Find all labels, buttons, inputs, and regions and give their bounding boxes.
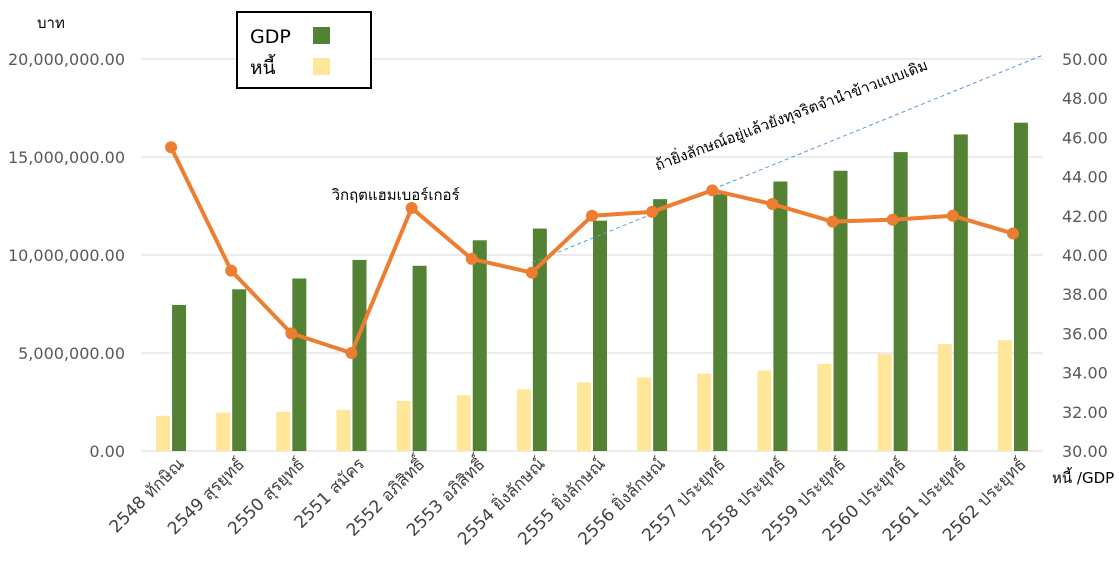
bar-gdp bbox=[412, 265, 427, 451]
bar-debt bbox=[396, 401, 411, 451]
bar-debt bbox=[456, 395, 471, 451]
right-tick-label: 50.00 bbox=[1062, 50, 1108, 69]
right-tick-label: 30.00 bbox=[1062, 442, 1108, 461]
ratio-point bbox=[886, 213, 899, 226]
gridlines bbox=[141, 58, 1043, 452]
ratio-point bbox=[946, 209, 959, 222]
right-tick-label: 38.00 bbox=[1062, 285, 1108, 304]
legend: GDP หนี้ bbox=[236, 11, 372, 89]
bar-gdp bbox=[593, 220, 607, 451]
legend-swatch-gdp bbox=[313, 27, 330, 44]
ratio-point bbox=[285, 327, 298, 340]
left-axis-ticks: 0.00 5,000,000.00 10,000,000.00 15,000,000.… bbox=[8, 50, 125, 461]
bar-debt bbox=[757, 370, 772, 451]
right-tick-label: 48.00 bbox=[1062, 89, 1108, 108]
bar-gdp bbox=[172, 304, 187, 451]
bar-debt bbox=[637, 377, 652, 451]
legend-label-gdp: GDP bbox=[250, 26, 291, 48]
bar-debt bbox=[276, 411, 291, 451]
bar-gdp bbox=[472, 240, 487, 451]
ratio-point bbox=[165, 141, 178, 154]
bar-gdp bbox=[893, 152, 908, 451]
ratio-point bbox=[465, 252, 478, 265]
bar-debt bbox=[336, 409, 351, 451]
left-tick-label: 0.00 bbox=[89, 442, 125, 461]
bar-debt bbox=[697, 373, 712, 451]
legend-label-debt: หนี้ bbox=[250, 54, 276, 79]
bar-debt bbox=[937, 344, 952, 451]
right-axis-unit: หนี้ /GDP bbox=[1052, 467, 1114, 487]
bar-gdp bbox=[352, 259, 367, 451]
right-tick-label: 44.00 bbox=[1062, 168, 1108, 187]
legend-swatch-debt bbox=[313, 58, 330, 75]
bars bbox=[156, 122, 1028, 452]
ratio-point bbox=[586, 209, 598, 222]
bar-gdp bbox=[532, 228, 547, 451]
ratio-point bbox=[826, 215, 839, 228]
left-tick-label: 15,000,000.00 bbox=[8, 148, 125, 167]
trend-line bbox=[531, 54, 1044, 264]
ratio-point bbox=[766, 198, 779, 211]
bar-debt bbox=[516, 389, 531, 451]
right-tick-label: 40.00 bbox=[1062, 246, 1108, 265]
bar-gdp bbox=[953, 134, 968, 451]
bar-gdp bbox=[292, 278, 307, 451]
annotation-hamburger-crisis: วิกฤตแฮมเบอร์เกอร์ bbox=[331, 186, 460, 204]
left-tick-label: 10,000,000.00 bbox=[8, 246, 125, 265]
ratio-points bbox=[165, 141, 1019, 359]
ratio-point bbox=[646, 205, 659, 218]
ratio-point bbox=[405, 201, 418, 214]
right-tick-label: 36.00 bbox=[1062, 324, 1108, 343]
bar-gdp bbox=[773, 181, 788, 451]
bar-debt bbox=[156, 415, 171, 451]
bar-debt bbox=[577, 382, 591, 451]
bar-debt bbox=[216, 412, 231, 451]
bar-gdp bbox=[833, 170, 848, 451]
ratio-point bbox=[345, 347, 358, 359]
bar-debt bbox=[877, 353, 892, 451]
left-axis-unit: บาท bbox=[37, 14, 65, 32]
bar-gdp bbox=[653, 199, 668, 451]
right-tick-label: 46.00 bbox=[1062, 128, 1108, 147]
bar-debt bbox=[997, 340, 1012, 451]
right-tick-label: 32.00 bbox=[1062, 403, 1108, 422]
bar-gdp bbox=[232, 289, 247, 451]
bar-debt bbox=[817, 363, 832, 451]
bar-gdp bbox=[1013, 122, 1028, 451]
right-tick-label: 42.00 bbox=[1062, 207, 1108, 226]
ratio-point bbox=[1006, 227, 1019, 240]
left-tick-label: 5,000,000.00 bbox=[18, 344, 125, 363]
ratio-point bbox=[706, 184, 719, 197]
legend-box bbox=[236, 11, 372, 89]
ratio-point bbox=[225, 264, 238, 277]
right-tick-label: 34.00 bbox=[1062, 364, 1108, 383]
left-tick-label: 20,000,000.00 bbox=[8, 50, 125, 69]
right-axis-ticks: 30.00 32.00 34.00 36.00 38.00 40.00 42.00 44.00… bbox=[1062, 50, 1108, 461]
bar-gdp bbox=[713, 194, 728, 452]
ratio-point bbox=[525, 266, 538, 279]
